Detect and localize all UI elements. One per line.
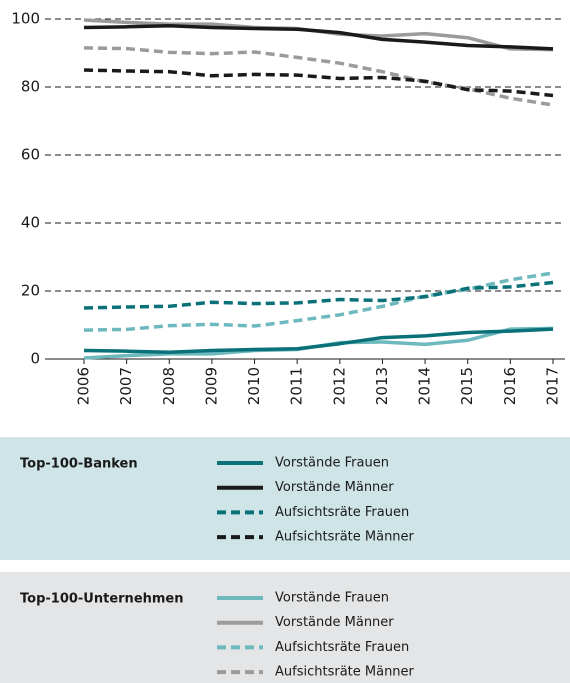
x-tick-label: 2016 bbox=[501, 367, 519, 405]
legend-label: Aufsichtsräte Frauen bbox=[275, 640, 409, 655]
y-tick-label: 20 bbox=[21, 282, 40, 300]
x-tick-label: 2013 bbox=[373, 367, 391, 405]
y-tick-label: 0 bbox=[30, 350, 40, 368]
x-tick-label: 2010 bbox=[245, 367, 263, 405]
legend-label: Aufsichtsräte Männer bbox=[275, 665, 415, 680]
y-tick-label: 100 bbox=[11, 10, 40, 28]
x-tick-label: 2015 bbox=[458, 367, 476, 405]
legend-label: Vorstände Männer bbox=[275, 615, 394, 630]
x-tick-label: 2012 bbox=[330, 367, 348, 405]
legend-label: Vorstände Frauen bbox=[275, 591, 389, 606]
legend-box bbox=[0, 437, 570, 560]
legend-box bbox=[0, 572, 570, 683]
legend-label: Aufsichtsräte Männer bbox=[275, 530, 415, 545]
y-tick-label: 80 bbox=[21, 78, 40, 96]
x-tick-label: 2014 bbox=[416, 367, 434, 405]
line-series bbox=[83, 271, 554, 332]
legend-group-title: Top-100-Banken bbox=[20, 457, 138, 472]
x-tick-label: 2017 bbox=[544, 367, 562, 405]
legend-label: Aufsichtsräte Frauen bbox=[275, 505, 409, 520]
line-series bbox=[83, 327, 554, 354]
line-series bbox=[83, 46, 554, 107]
legend-label: Vorstände Männer bbox=[275, 480, 394, 495]
legend-group-title: Top-100-Unternehmen bbox=[20, 592, 184, 607]
y-tick-label: 60 bbox=[21, 146, 40, 164]
line-series bbox=[83, 280, 554, 310]
x-tick-label: 2009 bbox=[202, 367, 220, 405]
x-tick-label: 2006 bbox=[75, 367, 93, 405]
x-tick-label: 2011 bbox=[288, 367, 306, 405]
line-series bbox=[83, 68, 554, 98]
x-tick-label: 2008 bbox=[160, 367, 178, 405]
line-series bbox=[83, 24, 554, 51]
legend-label: Vorstände Frauen bbox=[275, 456, 389, 471]
x-tick-label: 2007 bbox=[117, 367, 135, 405]
y-tick-label: 40 bbox=[21, 214, 40, 232]
